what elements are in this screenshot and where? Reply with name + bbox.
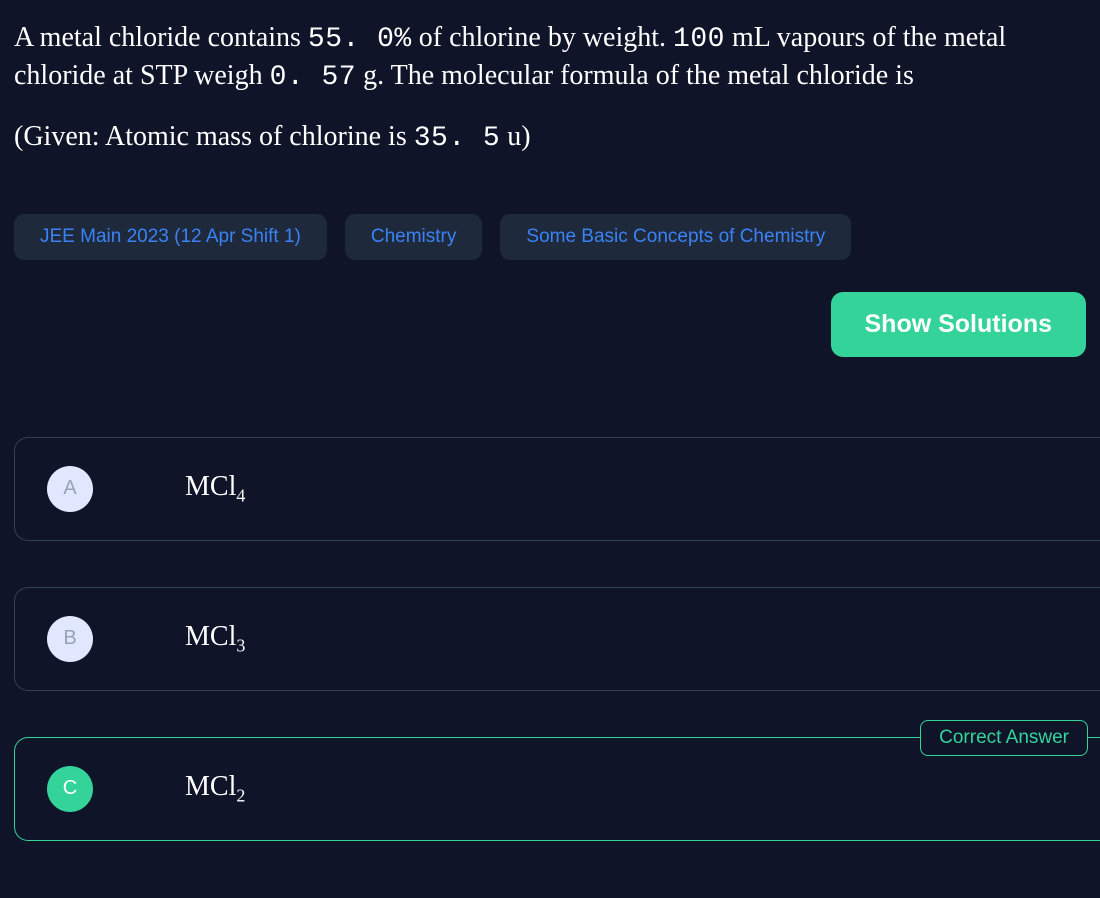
question-given: (Given: Atomic mass of chlorine is 35. 5… (14, 121, 1086, 154)
option-c[interactable]: Correct Answer C MCl2 (14, 737, 1100, 841)
formula-sub-b: 3 (236, 636, 245, 656)
option-b[interactable]: B MCl3 (14, 587, 1100, 691)
formula-sub-a: 4 (236, 486, 245, 506)
tag-topic[interactable]: Some Basic Concepts of Chemistry (500, 214, 851, 260)
option-letter-a: A (47, 466, 93, 512)
option-a[interactable]: A MCl4 (14, 437, 1100, 541)
option-letter-c: C (47, 766, 93, 812)
q-text-4: . The molecular formula of the metal chl… (377, 60, 914, 91)
tags-row: JEE Main 2023 (12 Apr Shift 1) Chemistry… (0, 214, 1100, 260)
formula-base-a: MCl (185, 471, 236, 502)
q-mass: 0. 57 (270, 62, 357, 93)
q-text-1: A metal chloride contains (14, 22, 308, 53)
question-block: A metal chloride contains 55. 0% of chlo… (0, 0, 1100, 154)
options-list: A MCl4 B MCl3 Correct Answer C MCl2 (0, 437, 1100, 841)
formula-base-b: MCl (185, 621, 236, 652)
solutions-row: Show Solutions (0, 292, 1100, 357)
option-formula-c: MCl2 (185, 771, 245, 807)
q-text-2: of chlorine by weight. (412, 22, 673, 53)
q-pct: 55. 0% (308, 24, 412, 55)
q-mass-unit: g (356, 60, 377, 91)
correct-answer-badge: Correct Answer (920, 720, 1088, 756)
formula-sub-c: 2 (236, 786, 245, 806)
q-vol-unit: mL (725, 22, 770, 53)
formula-base-c: MCl (185, 771, 236, 802)
option-formula-a: MCl4 (185, 471, 245, 507)
given-val: 35. 5 (414, 123, 501, 154)
show-solutions-button[interactable]: Show Solutions (831, 292, 1087, 357)
option-formula-b: MCl3 (185, 621, 245, 657)
tag-exam[interactable]: JEE Main 2023 (12 Apr Shift 1) (14, 214, 327, 260)
tag-subject[interactable]: Chemistry (345, 214, 483, 260)
q-vol: 100 (673, 24, 725, 55)
question-text: A metal chloride contains 55. 0% of chlo… (14, 20, 1086, 97)
given-post: ) (521, 121, 530, 152)
given-pre: (Given: Atomic mass of chlorine is (14, 121, 414, 152)
option-letter-b: B (47, 616, 93, 662)
given-unit: u (500, 121, 521, 152)
